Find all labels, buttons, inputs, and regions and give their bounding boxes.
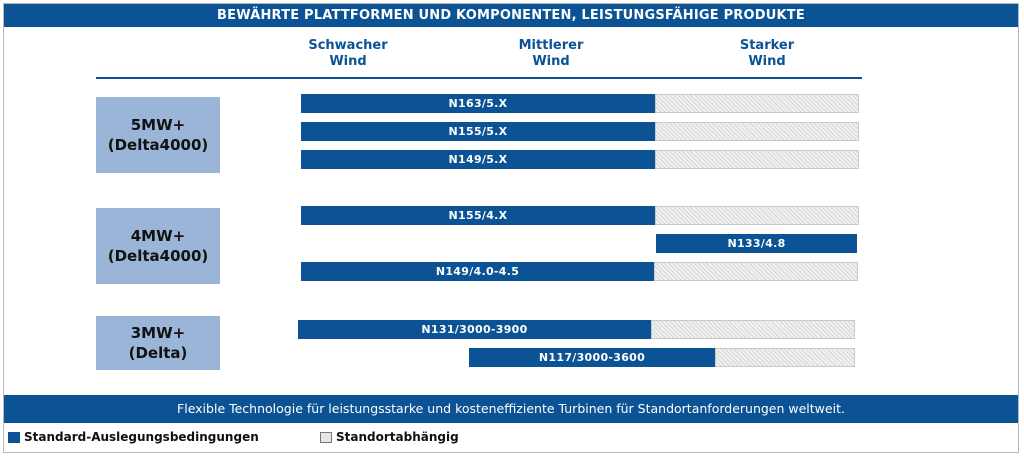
platform-5mw: 5MW+ (Delta4000) (96, 97, 220, 173)
turbine-bar-site-segment (655, 206, 859, 225)
platform-4mw-name: 4MW+ (130, 227, 186, 245)
turbine-bar-standard-segment: N163/5.X (301, 94, 655, 113)
legend-label-standard: Standard-Auslegungsbedingungen (24, 430, 259, 444)
turbine-bar-n149-40-45: N149/4.0-4.5 (301, 262, 858, 281)
turbine-bar-n155-4x: N155/4.X (301, 206, 859, 225)
column-header-divider (96, 77, 862, 79)
turbine-bar-site-segment (655, 150, 859, 169)
footer-tagline: Flexible Technologie für leistungsstarke… (4, 395, 1018, 423)
platform-3mw-series: (Delta) (128, 344, 188, 362)
column-header-medium-wind-line1: Mittlerer (518, 38, 584, 53)
turbine-bar-site-segment (654, 262, 858, 281)
column-header-low-wind: Schwacher Wind (278, 38, 418, 70)
platform-3mw-name: 3MW+ (130, 324, 186, 342)
legend-swatch-standard (8, 431, 20, 443)
platform-5mw-series: (Delta4000) (107, 136, 209, 154)
column-header-low-wind-line2: Wind (329, 54, 367, 69)
turbine-bar-n163-5x: N163/5.X (301, 94, 859, 113)
turbine-bar-standard-segment: N131/3000-3900 (298, 320, 651, 339)
turbine-bar-site-segment (651, 320, 855, 339)
column-header-medium-wind: Mittlerer Wind (481, 38, 621, 70)
platform-5mw-name: 5MW+ (130, 116, 186, 134)
legend-item-site-dependent: Standortabhängig (320, 430, 459, 444)
platform-4mw-series: (Delta4000) (107, 247, 209, 265)
turbine-bar-n117-3000-3600: N117/3000-3600 (469, 348, 855, 367)
turbine-bar-standard-segment: N149/5.X (301, 150, 655, 169)
legend-item-standard: Standard-Auslegungsbedingungen (8, 430, 259, 444)
turbine-bar-standard-segment: N149/4.0-4.5 (301, 262, 654, 281)
legend-swatch-site-dependent (320, 431, 332, 443)
turbine-bar-n131-3000-3900: N131/3000-3900 (298, 320, 855, 339)
turbine-bar-n133-48: N133/4.8 (656, 234, 857, 253)
turbine-bar-site-segment (715, 348, 855, 367)
turbine-bar-standard-segment: N155/5.X (301, 122, 655, 141)
legend-label-site-dependent: Standortabhängig (336, 430, 459, 444)
column-header-high-wind-line1: Starker (739, 38, 795, 53)
turbine-bar-site-segment (655, 122, 859, 141)
column-header-high-wind: Starker Wind (697, 38, 837, 70)
platform-3mw: 3MW+ (Delta) (96, 316, 220, 370)
header-title: BEWÄHRTE PLATTFORMEN UND KOMPONENTEN, LE… (4, 4, 1018, 27)
turbine-bar-n149-5x: N149/5.X (301, 150, 859, 169)
turbine-bar-standard-segment: N133/4.8 (656, 234, 857, 253)
column-header-medium-wind-line2: Wind (532, 54, 570, 69)
diagram-frame (3, 3, 1019, 453)
turbine-bar-n155-5x: N155/5.X (301, 122, 859, 141)
turbine-bar-standard-segment: N117/3000-3600 (469, 348, 715, 367)
platform-4mw: 4MW+ (Delta4000) (96, 208, 220, 284)
turbine-bar-standard-segment: N155/4.X (301, 206, 655, 225)
turbine-bar-site-segment (655, 94, 859, 113)
column-header-high-wind-line2: Wind (748, 54, 786, 69)
column-header-low-wind-line1: Schwacher (308, 38, 388, 53)
